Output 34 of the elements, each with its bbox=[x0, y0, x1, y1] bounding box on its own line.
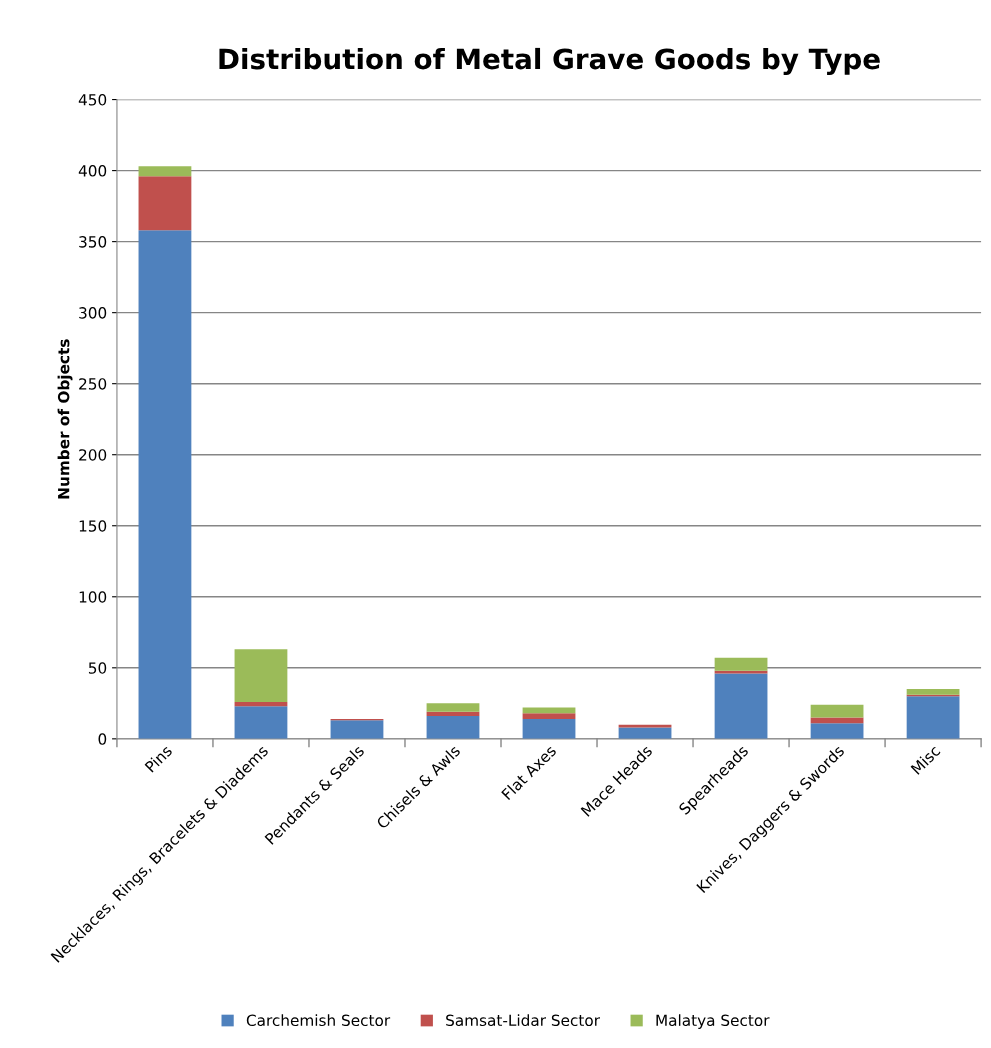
y-tick-label: 450 bbox=[78, 94, 107, 106]
legend-label: Malatya Sector bbox=[656, 1014, 770, 1030]
y-tick-label: 350 bbox=[79, 236, 107, 248]
bar bbox=[714, 673, 768, 739]
bar bbox=[714, 657, 768, 671]
y-tick-label: 200 bbox=[79, 449, 107, 461]
y-tick-label: 150 bbox=[79, 520, 107, 532]
y-tick-label: 100 bbox=[79, 591, 107, 603]
bar bbox=[522, 713, 576, 719]
y-tick-label: 0 bbox=[98, 733, 107, 745]
bar bbox=[426, 703, 480, 712]
bar bbox=[330, 720, 384, 739]
bar bbox=[234, 701, 288, 707]
bar bbox=[906, 689, 960, 695]
bar bbox=[138, 230, 192, 739]
bar bbox=[810, 704, 864, 718]
bar bbox=[522, 718, 576, 739]
bar bbox=[426, 711, 480, 717]
bar bbox=[426, 716, 480, 739]
bar bbox=[234, 649, 288, 702]
legend-label: Carchemish Sector bbox=[246, 1014, 391, 1027]
y-axis-title: Number of Objects bbox=[57, 339, 73, 499]
y-tick-label: 400 bbox=[78, 165, 107, 177]
bar bbox=[810, 723, 864, 739]
y-tick-label: 250 bbox=[79, 378, 107, 390]
chart-title: Distribution of Metal Grave Goods by Type bbox=[219, 47, 880, 75]
bar bbox=[234, 706, 288, 739]
bar bbox=[138, 166, 192, 177]
legend-label: Samsat-Lidar Sector bbox=[446, 1014, 600, 1027]
y-tick-label: 50 bbox=[88, 662, 107, 674]
y-tick-label: 300 bbox=[79, 307, 107, 319]
bar bbox=[618, 727, 672, 739]
bar bbox=[138, 176, 192, 231]
bar bbox=[906, 696, 960, 739]
